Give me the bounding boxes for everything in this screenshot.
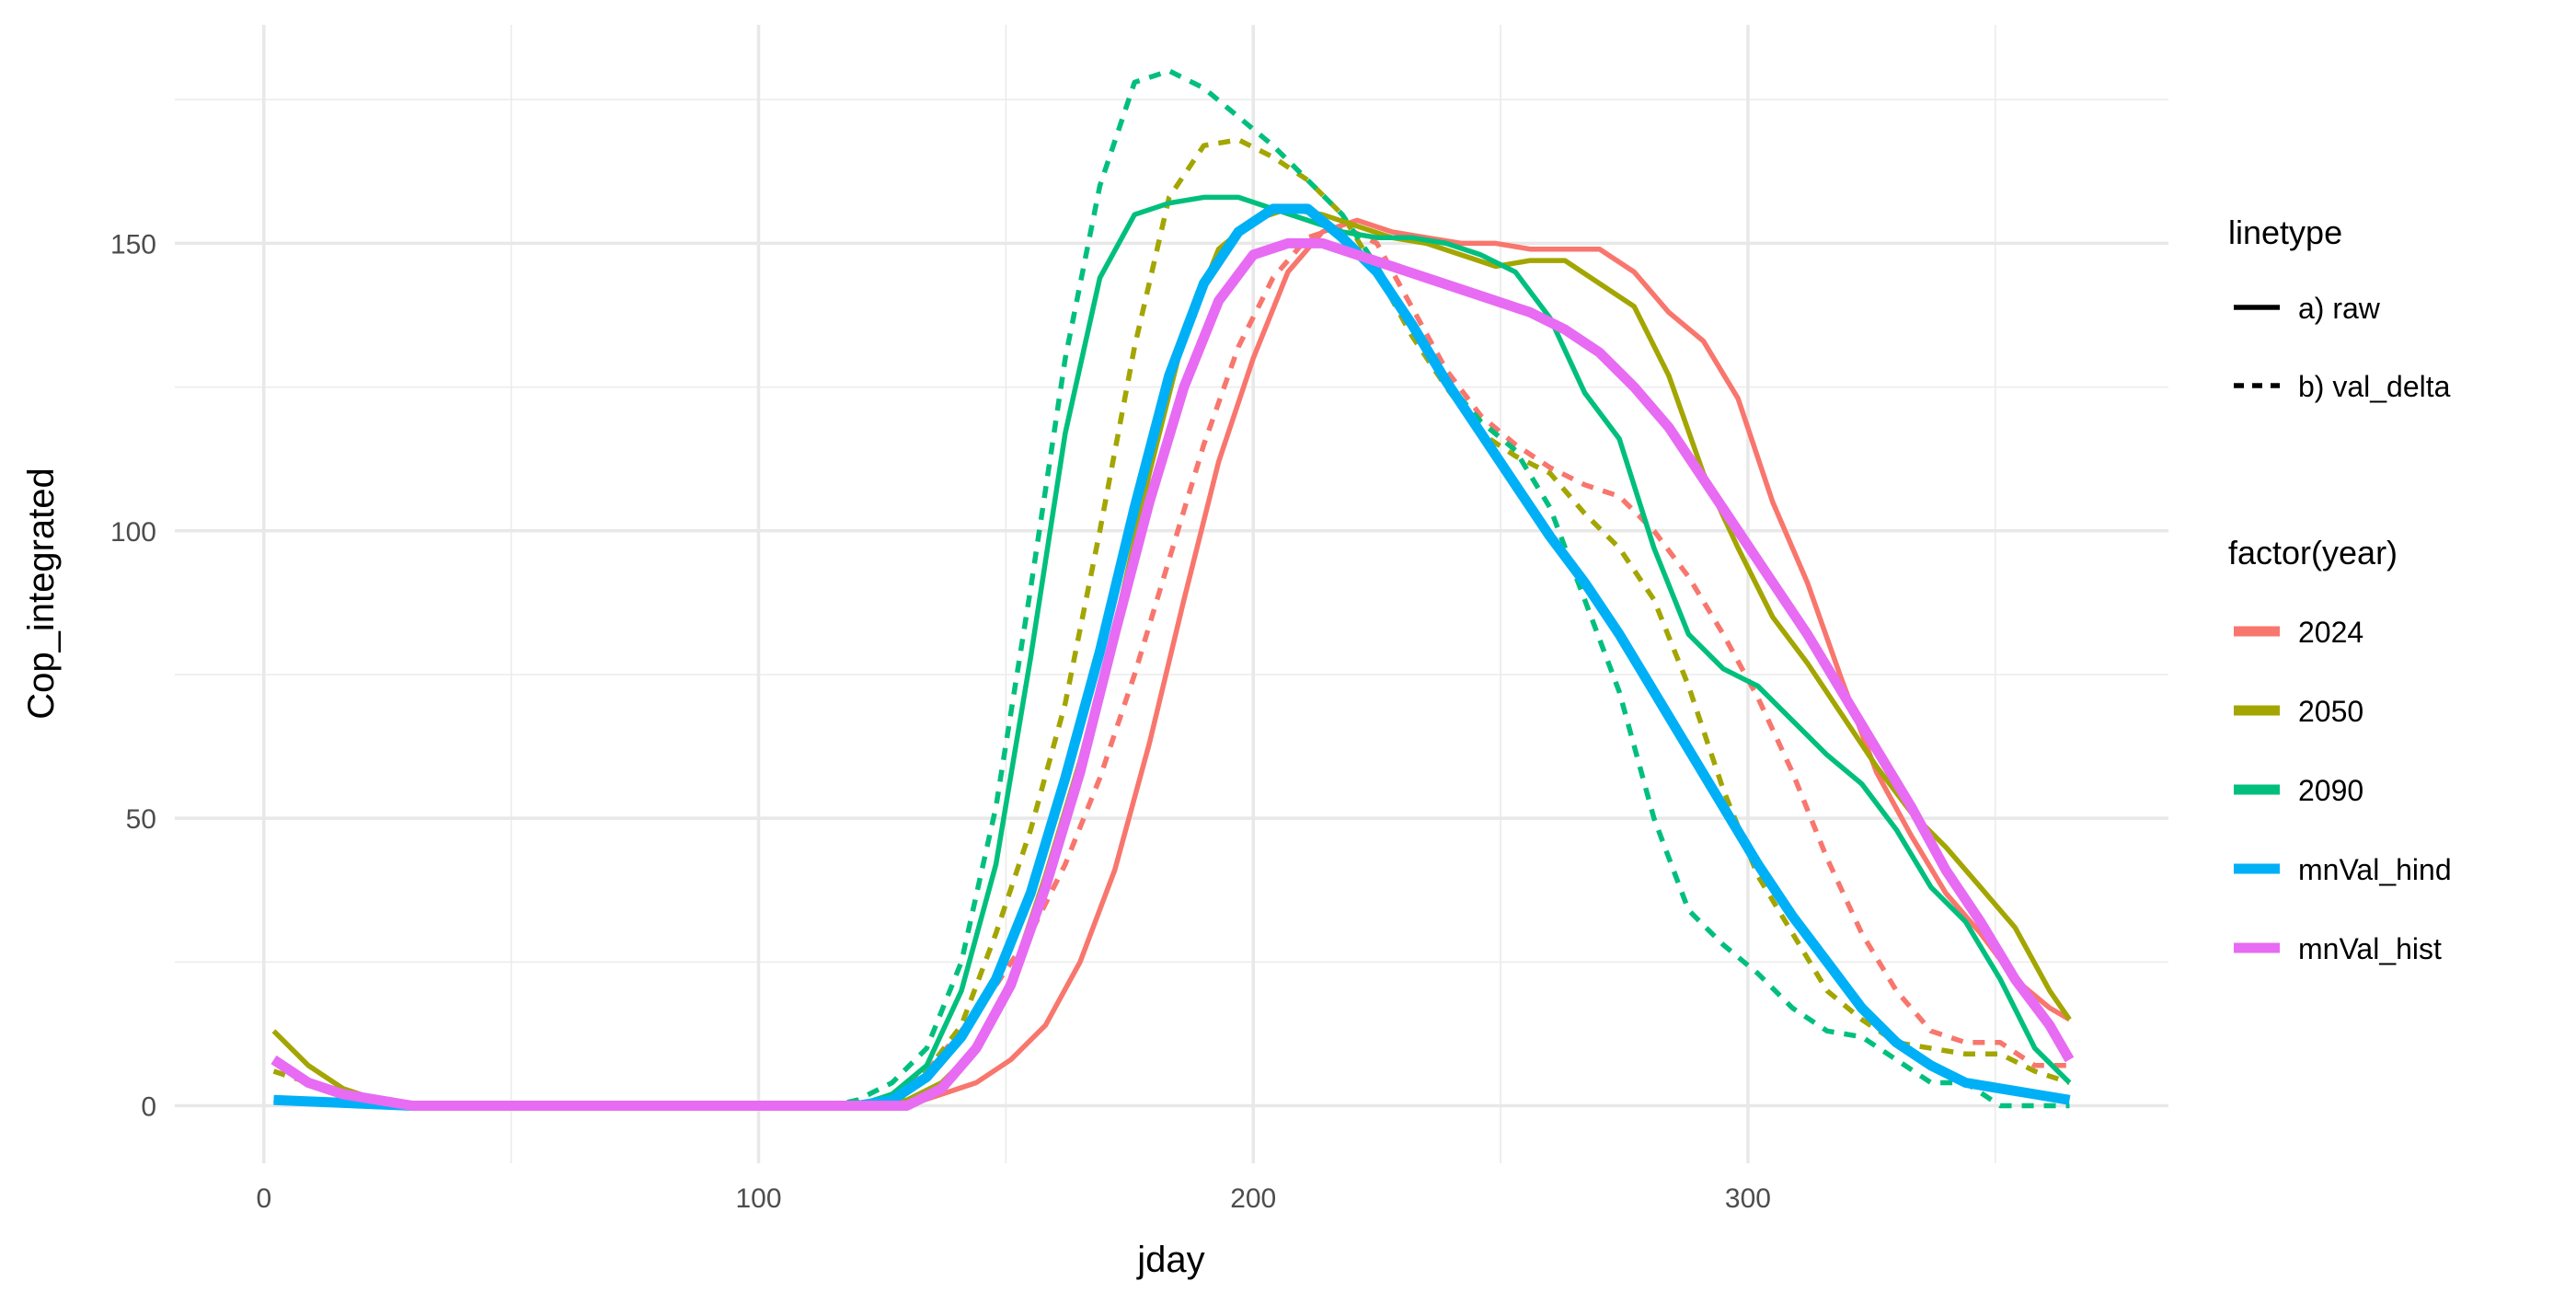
series-line-2024-raw [273,217,2071,1109]
series-line-mnVal_hind-raw [273,203,2071,1111]
x-axis-title: jday [1136,1240,1204,1280]
legend-title-linetype: linetype [2228,214,2342,251]
x-tick-label: 100 [735,1183,781,1214]
legend-label: mnVal_hist [2298,932,2442,965]
y-axis-title: Cop_integrated [21,468,62,720]
legend-label: 2050 [2298,695,2363,728]
x-tick-label: 200 [1230,1183,1276,1214]
series-line-mnVal_hist-raw [270,237,2075,1111]
x-tick-label: 0 [256,1183,271,1214]
grid [175,25,2168,1163]
series-line-2090-raw [273,194,2072,1109]
legend: linetype a) raw b) val_delta factor(year)… [2228,214,2452,965]
series-lines [270,68,2075,1111]
y-tick-label: 0 [141,1092,156,1123]
legend-label: b) val_delta [2298,370,2451,403]
y-tick-label: 100 [110,517,156,548]
x-tick-label: 300 [1725,1183,1771,1214]
legend-label: mnVal_hind [2298,853,2452,886]
legend-label: 2090 [2298,774,2363,807]
y-tick-label: 150 [110,229,156,260]
y-tick-label: 50 [126,804,156,835]
legend-label: a) raw [2298,292,2381,325]
tick-labels: 0 100 200 300 0 50 100 150 [110,229,1771,1214]
legend-title-year: factor(year) [2228,534,2398,571]
legend-label: 2024 [2298,616,2363,649]
series-line-2090-val-delta [273,68,2070,1109]
